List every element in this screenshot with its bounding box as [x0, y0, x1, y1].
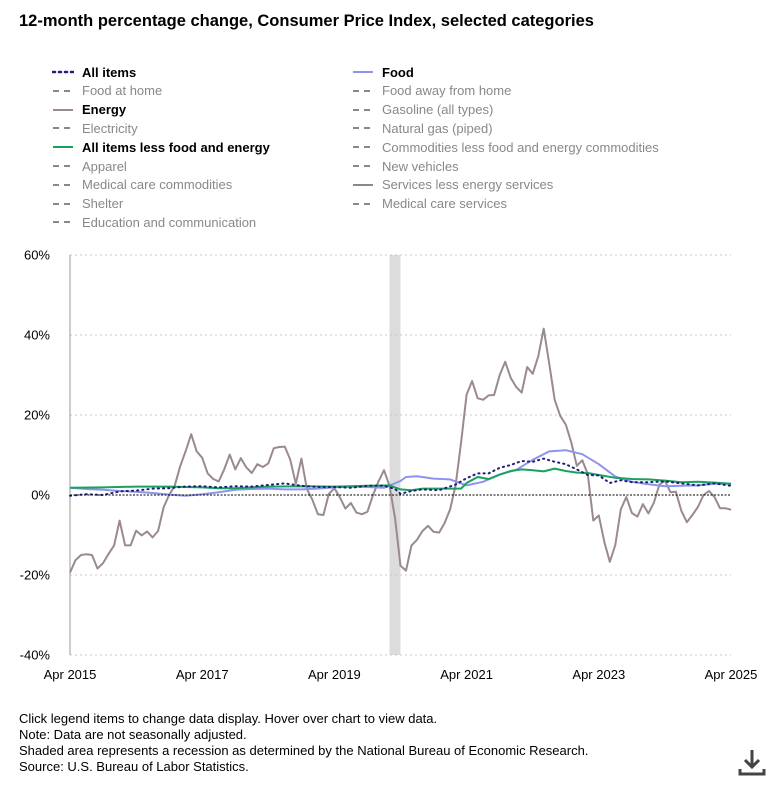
legend-swatch	[352, 105, 374, 115]
legend-label: Gasoline (all types)	[382, 102, 494, 118]
legend-swatch	[52, 123, 74, 133]
legend-swatch	[352, 180, 374, 190]
legend-item[interactable]: Electricity	[52, 119, 138, 137]
legend-label: Food away from home	[382, 83, 512, 99]
legend-swatch	[52, 161, 74, 171]
legend-label: New vehicles	[382, 158, 459, 174]
legend-label: Food	[382, 64, 414, 80]
legend-label: Medical care services	[382, 196, 507, 212]
chart-area[interactable]: -40% -20% 0% 20% 40% 60% Apr 2015 Apr 2017 Apr 2…	[0, 240, 781, 700]
legend-item[interactable]: Shelter	[52, 195, 123, 213]
seasonal-note: Note: Data are not seasonally adjusted.	[19, 727, 247, 742]
x-tick-label: Apr 2019	[308, 667, 361, 682]
instruction-note: Click legend items to change data displa…	[19, 711, 438, 726]
recession-note: Shaded area represents a recession as de…	[19, 743, 589, 758]
legend-label: Services less energy services	[382, 177, 554, 193]
legend-label: Natural gas (piped)	[382, 120, 493, 136]
legend-label: Food at home	[82, 83, 163, 99]
legend-label: All items less food and energy	[82, 139, 270, 155]
legend-item[interactable]: Education and communication	[52, 213, 256, 231]
legend-swatch	[52, 180, 74, 190]
legend-swatch	[352, 142, 374, 152]
legend-item[interactable]: New vehicles	[352, 157, 459, 175]
series-line-energy[interactable]	[69, 327, 732, 574]
legend-swatch	[52, 217, 74, 227]
x-tick-label: Apr 2025	[705, 667, 758, 682]
legend-item[interactable]: Gasoline (all types)	[352, 101, 493, 119]
y-tick-label: 60%	[24, 248, 50, 263]
legend-swatch	[52, 142, 74, 152]
legend-label: Apparel	[82, 158, 127, 174]
y-tick-label: 40%	[24, 328, 50, 343]
legend-item[interactable]: All items less food and energy	[52, 138, 270, 156]
legend-swatch	[352, 67, 374, 77]
legend-item[interactable]: Natural gas (piped)	[352, 119, 493, 137]
legend-label: Medical care commodities	[82, 177, 233, 193]
legend-label: Commodities less food and energy commodi…	[382, 139, 659, 155]
legend-item[interactable]: Apparel	[52, 157, 127, 175]
legend-label: Shelter	[82, 196, 124, 212]
chart-notes: Click legend items to change data displa…	[19, 711, 588, 775]
legend-item[interactable]: Commodities less food and energy commodi…	[352, 138, 659, 156]
legend-swatch	[352, 199, 374, 209]
series-line-all-items[interactable]	[69, 457, 732, 497]
legend-item[interactable]: Medical care commodities	[52, 176, 232, 194]
y-tick-label: 0%	[31, 488, 50, 503]
x-tick-label: Apr 2017	[176, 667, 229, 682]
legend-swatch	[352, 86, 374, 96]
legend-label: Education and communication	[82, 214, 257, 230]
legend-item[interactable]: Food	[352, 63, 414, 81]
legend-swatch	[52, 105, 74, 115]
legend-swatch	[52, 86, 74, 96]
legend-item[interactable]: All items	[52, 63, 136, 81]
legend-label: All items	[82, 64, 137, 80]
legend-swatch	[352, 123, 374, 133]
legend-item[interactable]: Services less energy services	[352, 176, 553, 194]
recession-band	[389, 255, 401, 655]
y-tick-label: -40%	[20, 648, 51, 663]
legend-item[interactable]: Energy	[52, 101, 126, 119]
legend-item[interactable]: Food away from home	[352, 82, 511, 100]
legend-swatch	[52, 199, 74, 209]
legend-item[interactable]: Food at home	[52, 82, 162, 100]
x-tick-label: Apr 2021	[440, 667, 493, 682]
chart-title: 12-month percentage change, Consumer Pri…	[19, 12, 594, 30]
legend-label: Electricity	[82, 120, 138, 136]
y-tick-label: -20%	[20, 568, 51, 583]
source-note: Source: U.S. Bureau of Labor Statistics.	[19, 759, 249, 774]
legend-label: Energy	[82, 102, 127, 118]
x-tick-label: Apr 2015	[44, 667, 97, 682]
legend-item[interactable]: Medical care services	[352, 195, 507, 213]
y-tick-label: 20%	[24, 408, 50, 423]
download-icon[interactable]	[738, 747, 766, 777]
series-line-all-items-less-food-and-energy[interactable]	[69, 467, 732, 492]
legend-swatch	[52, 67, 74, 77]
legend-swatch	[352, 161, 374, 171]
x-tick-label: Apr 2023	[572, 667, 625, 682]
